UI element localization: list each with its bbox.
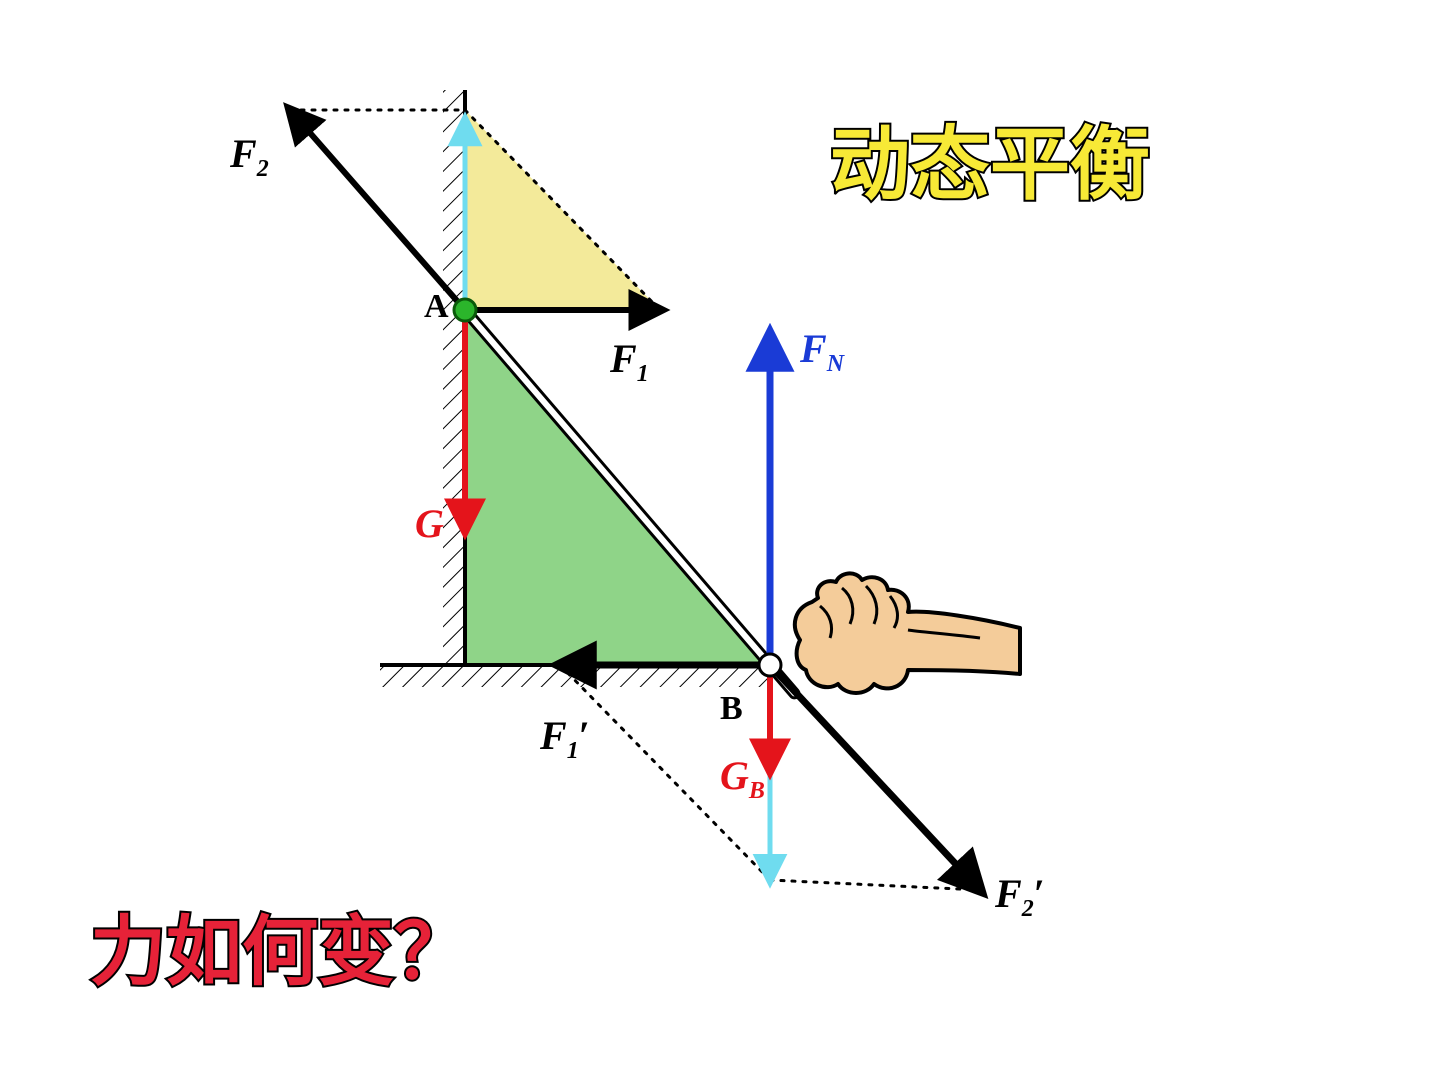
hand-layer (795, 573, 1020, 693)
label-gb: GB (720, 752, 765, 805)
label-f1: F1 (610, 335, 649, 388)
label-fn: FN (800, 325, 844, 378)
label-f2-prime: F2′ (995, 870, 1045, 923)
label-g: G (415, 500, 444, 547)
title-bottom: 力如何变？ (90, 890, 470, 1000)
label-point-b: B (720, 690, 743, 728)
label-f1-prime: F1′ (540, 712, 590, 765)
label-point-a: A (424, 288, 449, 326)
title-top: 动态平衡 (830, 100, 1150, 216)
diagram-stage: 动态平衡 力如何变？ F2 F1 G FN F1′ F2′ GB A B (0, 0, 1440, 1080)
label-f2: F2 (230, 130, 269, 183)
